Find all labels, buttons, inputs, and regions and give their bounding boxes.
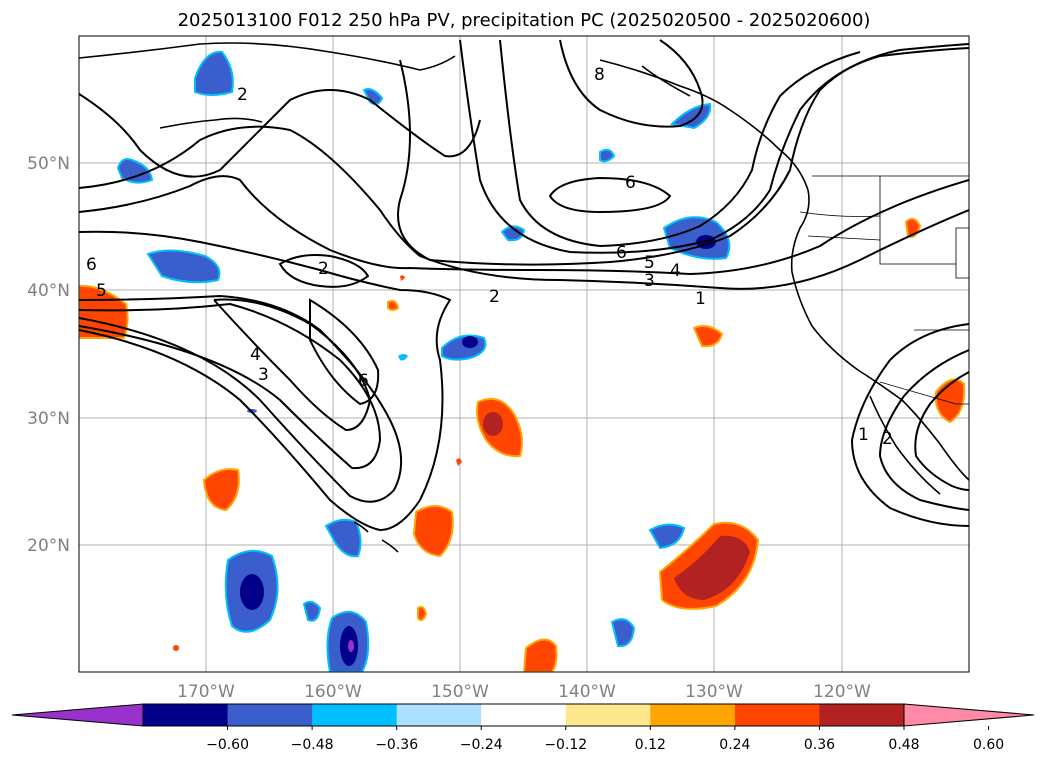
contour-label: 2 bbox=[237, 85, 248, 105]
lon-label: 150°W bbox=[431, 682, 489, 702]
colorbar-tick-label: −0.48 bbox=[291, 737, 334, 753]
contour-label: 2 bbox=[489, 287, 500, 307]
colorbar-tick-label: −0.36 bbox=[375, 737, 418, 753]
colorbar-tick-label: −0.60 bbox=[206, 737, 249, 753]
colorbar-segment bbox=[396, 704, 482, 726]
lat-label: 30°N bbox=[27, 409, 70, 429]
contour-label: 2 bbox=[882, 429, 893, 449]
colorbar-tick-label: 0.60 bbox=[973, 737, 1004, 753]
colorbar-tick-label: 0.48 bbox=[888, 737, 919, 753]
colorbar-segment bbox=[734, 704, 820, 726]
contour-label: 3 bbox=[258, 365, 269, 385]
contour-label: 2 bbox=[318, 259, 329, 279]
lon-label: 170°W bbox=[177, 682, 235, 702]
colorbar-segment bbox=[565, 704, 651, 726]
contour-label: 1 bbox=[858, 425, 869, 445]
figure-title: 2025013100 F012 250 hPa PV, precipitatio… bbox=[178, 10, 871, 31]
colorbar-segment bbox=[312, 704, 398, 726]
lon-label: 120°W bbox=[813, 682, 871, 702]
contour-label: 5 bbox=[96, 281, 107, 301]
contour-label: 6 bbox=[358, 371, 369, 391]
colorbar-outline bbox=[142, 703, 905, 727]
lat-label: 40°N bbox=[27, 281, 70, 301]
contour-label: 5 bbox=[644, 253, 655, 273]
longitude-labels: 170°W 160°W 150°W 140°W 130°W 120°W bbox=[177, 682, 871, 702]
colorbar-segment bbox=[819, 704, 905, 726]
contour-label: 4 bbox=[250, 345, 261, 365]
contour-label: 6 bbox=[86, 255, 97, 275]
contour-label: 4 bbox=[670, 261, 681, 281]
colorbar-tick-label: −0.12 bbox=[544, 737, 587, 753]
colorbar-tick-label: 0.12 bbox=[635, 737, 666, 753]
contour-label: 8 bbox=[594, 65, 605, 85]
map-panel: 2 6 6 5 4 3 2 1 6 5 4 3 2 6 8 1 2 bbox=[78, 35, 970, 673]
contour-label: 6 bbox=[625, 173, 636, 193]
lon-label: 140°W bbox=[558, 682, 616, 702]
contour-label: 1 bbox=[695, 289, 706, 309]
colorbar-extend-high bbox=[903, 703, 1035, 727]
colorbar-segment bbox=[227, 704, 313, 726]
map-background bbox=[79, 36, 969, 672]
colorbar: −0.60 −0.48 −0.36 −0.24 −0.12 0.12 0.24 0.36 0.4… bbox=[11, 703, 1035, 753]
lon-label: 160°W bbox=[304, 682, 362, 702]
colorbar-segment bbox=[143, 704, 229, 726]
precip-anomaly-patches bbox=[79, 50, 966, 672]
lon-label: 130°W bbox=[685, 682, 743, 702]
pv-contours bbox=[79, 39, 969, 532]
latitude-labels: 50°N 40°N 30°N 20°N bbox=[27, 154, 70, 556]
map-border bbox=[78, 35, 970, 673]
lat-label: 50°N bbox=[27, 154, 70, 174]
lat-label: 20°N bbox=[27, 536, 70, 556]
contour-label: 3 bbox=[644, 271, 655, 291]
colorbar-extend-low bbox=[11, 703, 144, 727]
colorbar-segment bbox=[481, 704, 567, 726]
colorbar-tick-label: 0.36 bbox=[804, 737, 835, 753]
contour-label: 6 bbox=[616, 243, 627, 263]
colorbar-segment bbox=[650, 704, 736, 726]
colorbar-tick-label: −0.24 bbox=[460, 737, 503, 753]
colorbar-tick-label: 0.24 bbox=[719, 737, 750, 753]
contour-labels: 2 6 6 5 4 3 2 1 6 5 4 3 2 6 8 1 2 bbox=[86, 65, 893, 449]
